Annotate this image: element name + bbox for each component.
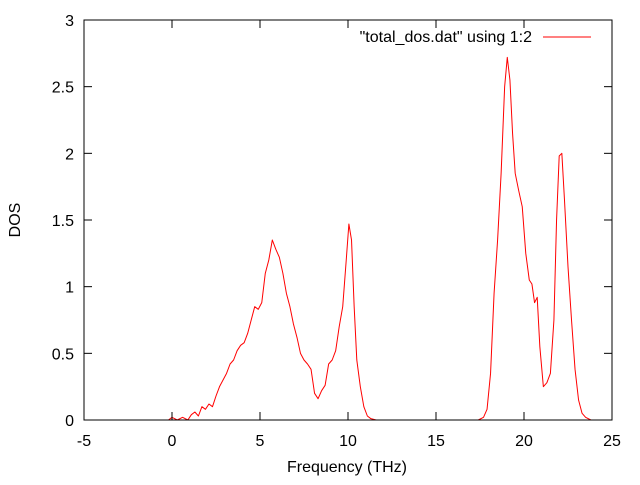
- x-tick-label: -5: [77, 433, 91, 450]
- x-tick-label: 20: [515, 433, 533, 450]
- y-tick-label: 3: [65, 13, 74, 30]
- y-axis-label: DOS: [7, 203, 24, 238]
- y-tick-label: 0: [65, 413, 74, 430]
- legend-label: "total_dos.dat" using 1:2: [360, 29, 532, 46]
- x-tick-label: 25: [603, 433, 621, 450]
- x-axis-label: Frequency (THz): [287, 459, 407, 476]
- x-tick-label: 15: [427, 433, 445, 450]
- y-tick-label: 1.5: [52, 213, 74, 230]
- x-tick-label: 5: [256, 433, 265, 450]
- x-tick-label: 0: [168, 433, 177, 450]
- plot-area: [168, 56, 612, 421]
- series-line: [168, 56, 612, 421]
- legend: "total_dos.dat" using 1:2: [360, 29, 591, 46]
- x-tick-label: 10: [339, 433, 357, 450]
- y-tick-label: 2.5: [52, 80, 74, 97]
- y-tick-label: 1: [65, 280, 74, 297]
- y-tick-label: 2: [65, 146, 74, 163]
- y-tick-label: 0.5: [52, 346, 74, 363]
